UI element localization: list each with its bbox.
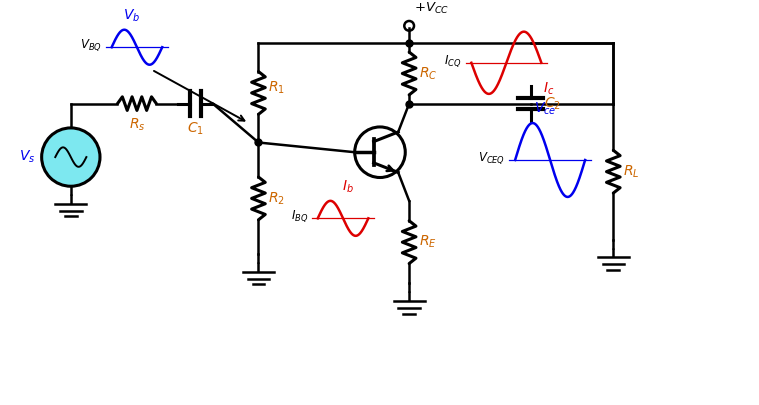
Text: $R_L$: $R_L$: [623, 164, 640, 180]
Text: $V_{CEQ}$: $V_{CEQ}$: [478, 150, 505, 166]
Text: $I_{CQ}$: $I_{CQ}$: [444, 53, 461, 69]
Text: $V_b$: $V_b$: [124, 7, 140, 24]
Text: $I_b$: $I_b$: [342, 179, 354, 195]
Text: $R_E$: $R_E$: [419, 234, 436, 250]
Text: $I_c$: $I_c$: [543, 81, 555, 97]
Text: $R_2$: $R_2$: [268, 190, 285, 207]
Text: $R_1$: $R_1$: [268, 80, 285, 96]
Circle shape: [42, 128, 100, 186]
Text: $C_1$: $C_1$: [187, 120, 203, 136]
Text: $C_2$: $C_2$: [544, 96, 561, 112]
Text: $V_s$: $V_s$: [20, 149, 36, 165]
Text: $R_C$: $R_C$: [419, 65, 437, 82]
Text: $I_{BQ}$: $I_{BQ}$: [291, 209, 308, 224]
Text: $R_s$: $R_s$: [129, 116, 145, 133]
Text: $+V_{CC}$: $+V_{CC}$: [414, 1, 449, 16]
Text: $V_{ce}$: $V_{ce}$: [534, 101, 556, 117]
Text: $V_{BQ}$: $V_{BQ}$: [80, 37, 102, 53]
